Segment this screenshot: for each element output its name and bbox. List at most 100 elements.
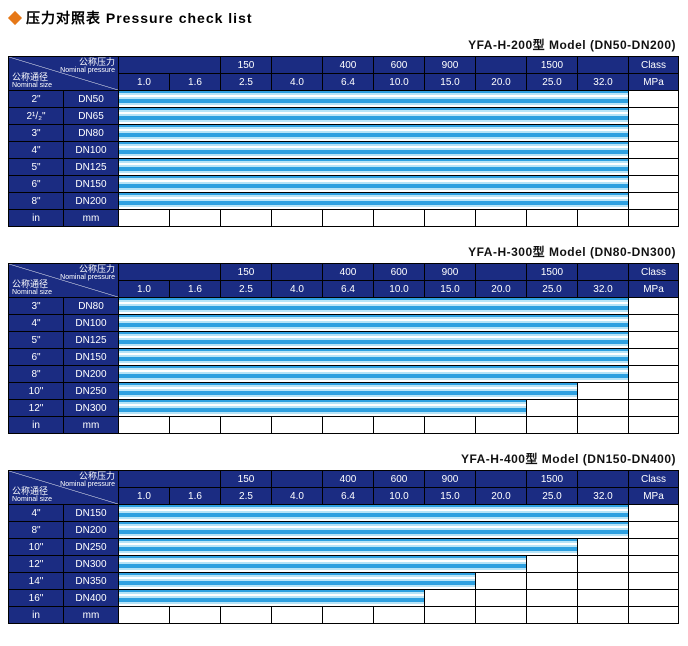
row-end-cell (629, 91, 679, 108)
row-end-cell (629, 400, 679, 417)
mpa-header-cell: 32.0 (578, 281, 629, 298)
range-bar-fill (119, 193, 628, 209)
empty-cell (578, 400, 629, 417)
empty-cell (425, 210, 476, 227)
range-bar (119, 349, 629, 366)
row-end-cell (629, 522, 679, 539)
range-bar (119, 91, 629, 108)
empty-cell (323, 417, 374, 434)
empty-cell (578, 383, 629, 400)
range-bar-fill (119, 91, 628, 107)
table-row: 2"DN50 (9, 91, 679, 108)
empty-cell (476, 417, 527, 434)
range-bar (119, 539, 578, 556)
class-header-cell (476, 57, 527, 74)
range-bar-fill (119, 125, 628, 141)
empty-cell (578, 590, 629, 607)
mpa-header-cell: 20.0 (476, 488, 527, 505)
range-bar (119, 366, 629, 383)
diamond-icon (8, 11, 22, 25)
mpa-header-cell: 32.0 (578, 488, 629, 505)
range-bar (119, 315, 629, 332)
size-mm: DN300 (64, 400, 119, 417)
mpa-header-cell: 6.4 (323, 74, 374, 91)
table-row: 10"DN250 (9, 539, 679, 556)
class-header-cell: 1500 (527, 264, 578, 281)
mpa-header-cell: 15.0 (425, 74, 476, 91)
row-end-cell (629, 366, 679, 383)
size-in: 16" (9, 590, 64, 607)
row-end-cell (629, 176, 679, 193)
range-bar-fill (119, 505, 628, 521)
size-in: 6" (9, 176, 64, 193)
size-in: 10" (9, 383, 64, 400)
table-row: 8"DN200 (9, 193, 679, 210)
unit-mm: mm (64, 210, 119, 227)
empty-cell (629, 210, 679, 227)
class-header-cell (476, 471, 527, 488)
range-bar (119, 159, 629, 176)
size-in: 5" (9, 159, 64, 176)
empty-cell (119, 417, 170, 434)
table-row: 12"DN300 (9, 400, 679, 417)
range-bar-fill (119, 522, 628, 538)
class-header-cell: 1500 (527, 471, 578, 488)
range-bar (119, 125, 629, 142)
data-table: 公称压力Nominal pressure公称通径Nominal size1504… (8, 263, 679, 434)
size-mm: DN125 (64, 332, 119, 349)
size-in: 5" (9, 332, 64, 349)
empty-cell (476, 590, 527, 607)
model-title: YFA-H-300型 Model (DN80-DN300) (8, 241, 680, 263)
row-end-cell (629, 142, 679, 159)
mpa-header-cell: 10.0 (374, 281, 425, 298)
empty-cell (425, 417, 476, 434)
range-bar-fill (119, 298, 628, 314)
class-label: Class (629, 471, 679, 488)
size-in: 4" (9, 505, 64, 522)
size-mm: DN250 (64, 383, 119, 400)
range-bar-fill (119, 349, 628, 365)
mpa-header-cell: 10.0 (374, 488, 425, 505)
size-mm: DN50 (64, 91, 119, 108)
empty-cell (374, 210, 425, 227)
mpa-header-cell: 10.0 (374, 74, 425, 91)
mpa-header-cell: 1.0 (119, 74, 170, 91)
mpa-header-cell: 2.5 (221, 281, 272, 298)
empty-cell (272, 417, 323, 434)
size-mm: DN200 (64, 522, 119, 539)
range-bar (119, 400, 527, 417)
pressure-table: YFA-H-200型 Model (DN50-DN200)公称压力Nominal… (8, 34, 680, 227)
mpa-header-cell: 4.0 (272, 74, 323, 91)
table-row: 6"DN150 (9, 349, 679, 366)
class-header-cell: 900 (425, 471, 476, 488)
mpa-label: MPa (629, 281, 679, 298)
class-header-cell: 150 (221, 471, 272, 488)
mpa-header-cell: 20.0 (476, 281, 527, 298)
row-end-cell (629, 315, 679, 332)
class-label: Class (629, 57, 679, 74)
range-bar-fill (119, 176, 628, 192)
mpa-header-cell: 2.5 (221, 488, 272, 505)
mpa-header-cell: 6.4 (323, 281, 374, 298)
table-row: 14"DN350 (9, 573, 679, 590)
range-bar-fill (119, 366, 628, 382)
model-title: YFA-H-400型 Model (DN150-DN400) (8, 448, 680, 470)
class-label: Class (629, 264, 679, 281)
class-header-cell (272, 471, 323, 488)
mpa-header-cell: 4.0 (272, 281, 323, 298)
mpa-label: MPa (629, 488, 679, 505)
empty-cell (527, 210, 578, 227)
empty-cell (527, 556, 578, 573)
size-mm: DN150 (64, 349, 119, 366)
size-mm: DN65 (64, 108, 119, 125)
row-end-cell (629, 349, 679, 366)
unit-in: in (9, 417, 64, 434)
model-title: YFA-H-200型 Model (DN50-DN200) (8, 34, 680, 56)
class-header-cell: 600 (374, 57, 425, 74)
range-bar-fill (119, 142, 628, 158)
table-row: 16"DN400 (9, 590, 679, 607)
row-end-cell (629, 573, 679, 590)
range-bar (119, 108, 629, 125)
size-in: 3" (9, 298, 64, 315)
mpa-header-cell: 25.0 (527, 488, 578, 505)
